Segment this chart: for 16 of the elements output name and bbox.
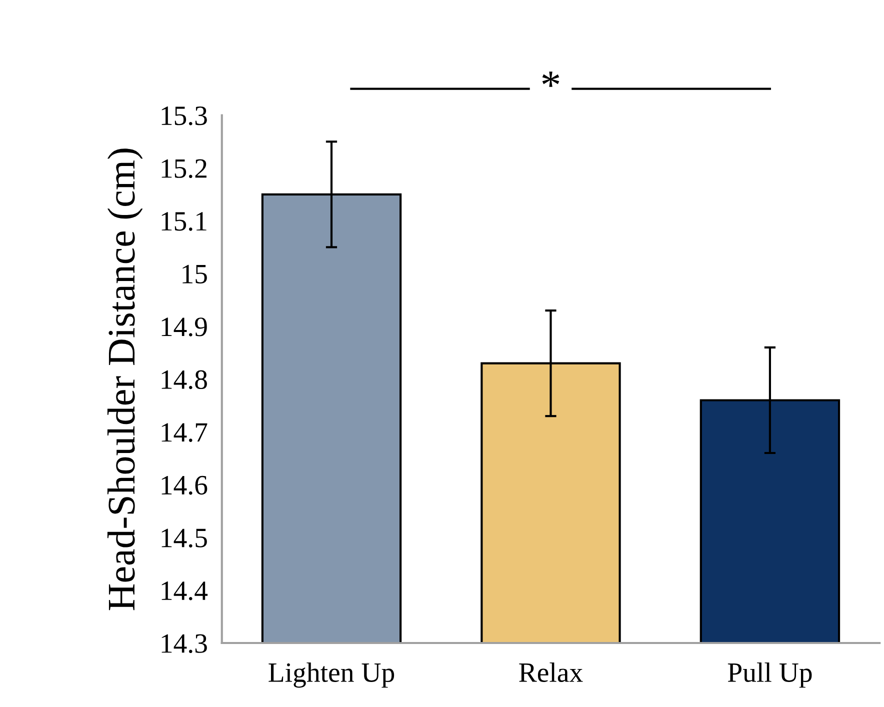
y-tick-label: 15.3 <box>162 106 207 126</box>
x-tick-label: Pull Up <box>728 662 812 688</box>
text: * <box>542 72 560 87</box>
y-tick-label: 14.6 <box>162 476 208 495</box>
y-tick-label: 15.1 <box>162 212 206 231</box>
x-tick-label: Relax <box>519 662 583 682</box>
y-tick-label: 14.5 <box>162 528 207 548</box>
y-tick-label: 15.2 <box>162 159 206 178</box>
y-axis-title: Head-Shoulder Distance (cm) <box>107 148 143 610</box>
y-tick-label: 15 <box>182 264 207 284</box>
x-tick-label: Lighten Up <box>268 662 394 688</box>
y-tick-label: 14.9 <box>162 318 207 336</box>
y-tick-label: 14.4 <box>162 582 208 600</box>
y-tick-label: 14.8 <box>162 370 207 390</box>
y-tick-label: 14.7 <box>162 423 208 442</box>
y-tick-label: 14.3 <box>162 634 207 654</box>
